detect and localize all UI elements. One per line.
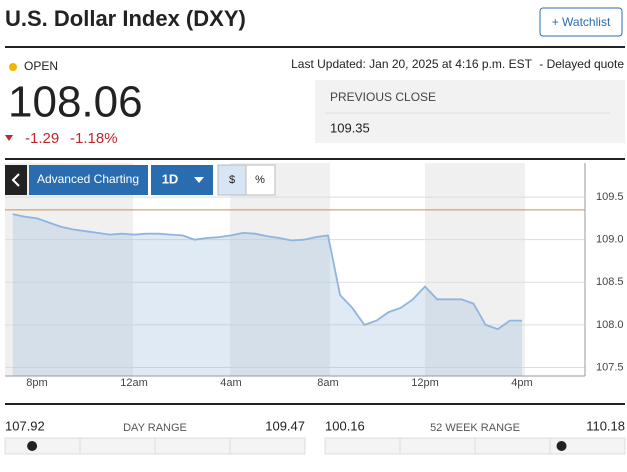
prev-close-value: 109.35 [330, 120, 370, 135]
last-updated: Last Updated: Jan 20, 2025 at 4:16 p.m. … [291, 57, 624, 71]
x-tick-label: 12pm [411, 377, 439, 389]
change: -1.29 [25, 130, 59, 147]
x-tick-label: 8am [317, 377, 338, 389]
band [5, 163, 133, 376]
watchlist-button[interactable] [539, 7, 623, 37]
sun-icon [9, 63, 17, 71]
y-tick-label: 107.5 [596, 361, 624, 373]
band [230, 163, 330, 376]
down-arrow [5, 135, 13, 141]
price: 108.06 [8, 78, 143, 127]
period-label[interactable]: 1D [162, 171, 179, 186]
advanced-label[interactable]: Advanced Charting [37, 172, 139, 186]
day-range-marker [27, 441, 38, 451]
status: OPEN [24, 59, 58, 73]
dropdown-icon [194, 177, 204, 183]
percent-label[interactable]: % [255, 174, 265, 186]
prev-close-label: PREVIOUS CLOSE [330, 90, 436, 104]
day-label: DAY RANGE [123, 422, 187, 434]
x-tick-label: 4am [220, 377, 241, 389]
back-button[interactable] [5, 165, 27, 195]
title: U.S. Dollar Index (DXY) [5, 6, 246, 31]
watchlist-label[interactable]: + Watchlist [552, 15, 611, 29]
dollar-button[interactable] [217, 164, 247, 196]
area [12, 214, 522, 376]
band [425, 163, 525, 376]
y-tick-label: 108.5 [596, 276, 624, 288]
back-icon [11, 173, 20, 187]
y-tick-label: 109.0 [596, 234, 624, 246]
y-tick-label: 108.0 [596, 319, 624, 331]
x-tick-label: 8pm [26, 377, 47, 389]
day-high: 109.47 [265, 418, 305, 433]
week-label: 52 WEEK RANGE [430, 422, 520, 434]
line [12, 213, 522, 331]
chart: 107.5 108.0 108.5 109.0 109.5 8pm 12am 4am 8am 12… [5, 163, 624, 389]
dollar-label[interactable]: $ [229, 174, 235, 186]
y-tick-label: 109.5 [596, 191, 624, 203]
x-tick-label: 12am [120, 377, 148, 389]
prev-close-box [315, 80, 625, 143]
advanced-button[interactable] [29, 165, 148, 195]
day-low: 107.92 [5, 418, 45, 433]
x-tick-label: 4pm [511, 377, 532, 389]
week-low: 100.16 [325, 418, 365, 433]
change-pct: -1.18% [70, 130, 118, 147]
week-range-marker [556, 441, 567, 451]
week-high: 110.18 [586, 418, 625, 433]
delayed: - Delayed quote [539, 57, 624, 71]
percent-button[interactable] [245, 164, 276, 196]
last-updated-text: Last Updated: Jan 20, 2025 at 4:16 p.m. … [291, 57, 532, 71]
period-button[interactable] [151, 165, 213, 195]
